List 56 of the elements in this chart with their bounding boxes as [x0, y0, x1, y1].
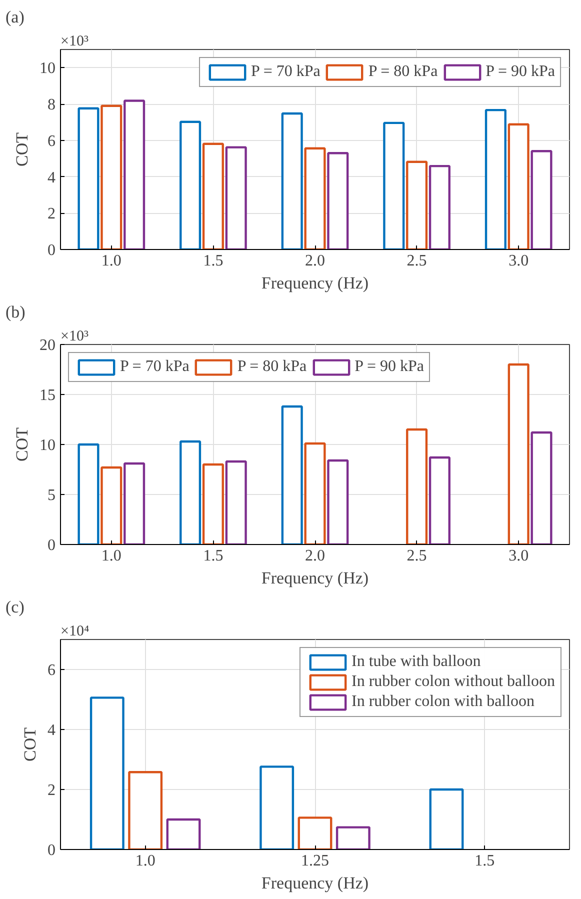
y-axis-title: COT [12, 132, 32, 166]
legend-label: P = 90 kPa [486, 63, 555, 81]
x-tick-label: 1.0 [135, 852, 156, 870]
legend-label: In rubber colon with balloon [351, 693, 535, 711]
annotation: ×10⁴ [60, 624, 90, 640]
y-tick-label: 8 [48, 96, 56, 114]
x-tick-label: 1.25 [301, 852, 329, 870]
y-tick-label: 2 [48, 782, 56, 799]
y-tick-label: 20 [40, 337, 56, 354]
annotation: ×10³ [60, 328, 89, 344]
y-tick-label: 5 [48, 487, 56, 504]
x-axis-title: Frequency (Hz) [261, 568, 369, 588]
y-tick-label: 2 [48, 206, 56, 223]
y-axis-title: COT [12, 426, 32, 462]
y-tick-label: 6 [48, 132, 56, 150]
legend-label: P = 90 kPa [354, 358, 424, 376]
chart-title: (b) [6, 302, 26, 322]
y-tick-label: 0 [48, 537, 56, 554]
legend-label: P = 70 kPa [251, 63, 320, 81]
x-tick-label: 1.5 [203, 252, 224, 270]
bar [298, 816, 332, 850]
x-tick-label: 2.5 [406, 548, 427, 564]
y-tick-label: 4 [48, 722, 56, 739]
y-tick-label: 15 [40, 387, 56, 404]
y-tick-label: 0 [48, 842, 56, 859]
chart-title: (c) [6, 598, 24, 616]
legend-label: In tube with balloon [351, 653, 481, 671]
bar [429, 788, 464, 850]
bar [166, 818, 201, 850]
x-tick-label: 1.5 [203, 548, 224, 564]
chart-title: (a) [6, 8, 24, 26]
x-tick-label: 1.5 [474, 852, 495, 870]
legend-label: In rubber colon without balloon [351, 673, 555, 691]
x-tick-label: 2.0 [305, 252, 325, 270]
x-tick-label: 1.0 [101, 548, 122, 564]
y-tick-label: 10 [40, 60, 56, 78]
y-tick-label: 10 [40, 437, 56, 454]
y-axis-title: COT [20, 726, 40, 762]
text: ×10³ [60, 34, 89, 50]
legend-label: P = 80 kPa [237, 358, 307, 376]
y-tick-label: 4 [48, 169, 56, 186]
x-tick-label: 3.0 [508, 548, 529, 564]
bar [336, 826, 370, 850]
x-tick-label: 2.0 [305, 548, 325, 564]
bar [128, 771, 163, 850]
legend-label: P = 80 kPa [368, 63, 438, 81]
x-tick-label: 2.5 [406, 252, 427, 270]
bar [260, 766, 294, 850]
bar [90, 696, 124, 850]
legend-label: P = 70 kPa [120, 358, 190, 376]
x-tick-label: 3.0 [508, 252, 529, 270]
x-axis-title: Frequency (Hz) [261, 874, 369, 892]
x-tick-label: 1.0 [101, 252, 122, 270]
y-tick-label: 0 [48, 242, 56, 259]
y-tick-label: 6 [48, 662, 56, 679]
x-axis-title: Frequency (Hz) [261, 274, 369, 292]
